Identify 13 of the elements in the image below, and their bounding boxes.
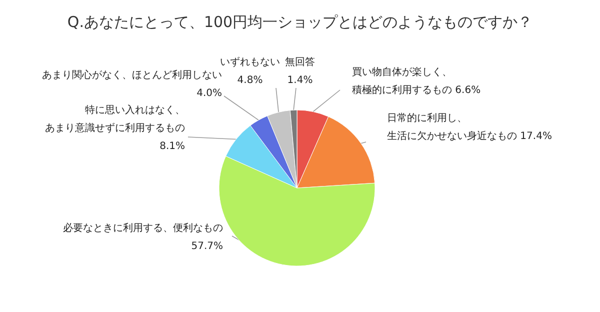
slice-label: いずれもない	[220, 56, 280, 68]
chart-title: Q.あなたにとって、100円均一ショップとはどのようなものですか？	[67, 13, 533, 31]
data-label: 4.8%	[237, 75, 263, 86]
slice-label: 日常的に利用し、生活に欠かせない身近なもの 17.4%	[387, 112, 552, 142]
data-label: 57.7%	[191, 241, 223, 252]
slice-label: 必要なときに利用する、便利なもの	[63, 222, 223, 234]
slice-label: あまり関心がなく、ほとんど利用しない	[42, 69, 222, 81]
slice-label: 特に思い入れはなく、あまり意識せずに利用するもの	[45, 104, 185, 134]
data-label: 1.4%	[287, 75, 313, 86]
slice-label: 買い物自体が楽しく、積極的に利用するもの 6.6%	[352, 66, 481, 96]
slice-label: 無回答	[285, 56, 315, 68]
data-label: 8.1%	[160, 141, 185, 152]
data-label: 4.0%	[196, 88, 222, 99]
